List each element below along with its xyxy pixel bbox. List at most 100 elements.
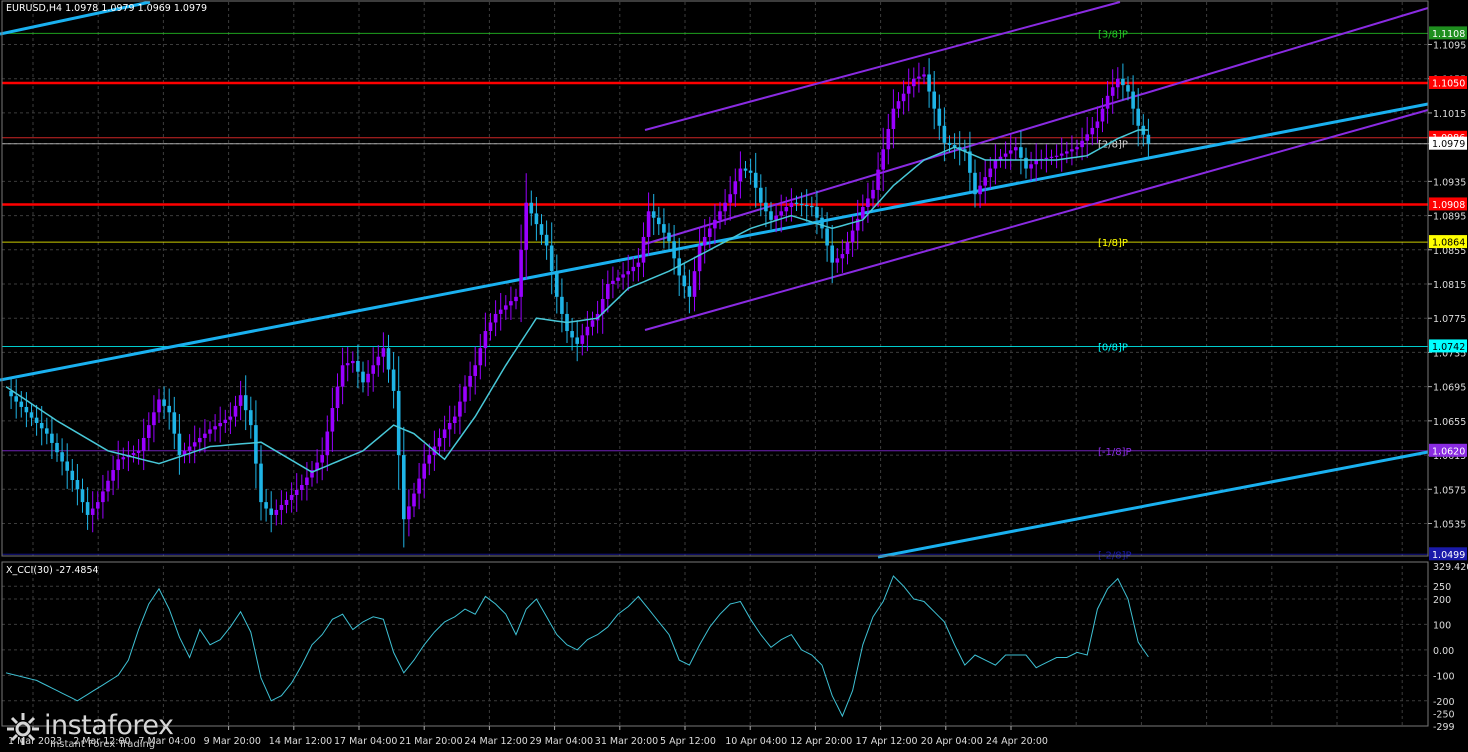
- candle-bull: [213, 426, 217, 430]
- candle-bull: [473, 365, 477, 376]
- candle-bear: [50, 433, 54, 443]
- y-tick-label: 1.1015: [1433, 109, 1466, 120]
- candle-bear: [667, 232, 671, 242]
- y-tick-label: 1.0775: [1433, 314, 1466, 325]
- candle-bear: [539, 224, 544, 235]
- candle-bull: [1100, 108, 1105, 122]
- x-tick-label: 17 Apr 12:00: [856, 736, 918, 747]
- candle-bull: [427, 455, 432, 464]
- candle-bear: [80, 489, 85, 503]
- cci-tick-label: 0.00: [1433, 646, 1454, 657]
- candle-bull: [871, 189, 875, 199]
- candle-bear: [815, 207, 819, 218]
- channel-line-upper: [644, 1, 1121, 131]
- symbol-title: EURUSD,H4 1.0978 1.0979 1.0969 1.0979: [6, 3, 208, 14]
- candle-bull: [988, 168, 993, 178]
- level-badge-label: 1.0864: [1432, 238, 1465, 249]
- cci-tick-label: 250: [1433, 582, 1451, 593]
- level-badge: [1429, 26, 1467, 40]
- candle-bull: [208, 429, 212, 434]
- candle-bear: [45, 428, 49, 434]
- y-tick-label: 1.0935: [1433, 177, 1466, 188]
- logo-name: instaforex: [44, 710, 174, 741]
- candle-bear: [937, 108, 942, 126]
- candle-bull: [131, 452, 136, 456]
- x-tick-label: 1 Mar 2023: [8, 736, 62, 747]
- candle-bear: [249, 410, 253, 426]
- candle-bull: [1090, 127, 1095, 135]
- candle-bull: [1110, 87, 1115, 96]
- candle-bear: [687, 286, 692, 297]
- candle-bear: [14, 396, 18, 402]
- candle-bear: [973, 172, 977, 195]
- level-label: [-1/8]P: [1098, 447, 1132, 458]
- candle-bull: [463, 386, 467, 402]
- x-tick-label: 29 Mar 04:00: [530, 736, 593, 747]
- candle-bull: [1095, 121, 1100, 128]
- candle-bear: [9, 390, 13, 397]
- candle-bear: [386, 348, 391, 370]
- candle-bull: [585, 326, 590, 336]
- candle-bear: [794, 202, 799, 204]
- candle-bull: [447, 422, 452, 430]
- candle-bull: [371, 365, 375, 374]
- candle-bear: [927, 74, 931, 92]
- candle-bull: [203, 433, 207, 438]
- candle-bull: [1014, 147, 1018, 151]
- y-tick-label: 1.0655: [1433, 417, 1466, 428]
- candle-bear: [177, 433, 182, 456]
- cci-panel-frame: [1, 561, 1429, 727]
- candle-bear: [570, 331, 574, 338]
- candle-bull: [192, 442, 197, 447]
- candle-bear: [60, 452, 64, 462]
- candle-bear: [1136, 108, 1140, 126]
- ma-line: [5, 129, 1149, 474]
- candle-bull: [600, 298, 605, 314]
- candle-bull: [896, 101, 901, 109]
- candle-bull: [366, 373, 370, 383]
- candle-bull: [300, 485, 304, 490]
- candle-bull: [325, 431, 330, 456]
- candle-bull: [524, 202, 528, 250]
- candle-bull: [1054, 155, 1059, 157]
- candle-bull: [96, 502, 100, 509]
- level-badge-label: 1.0908: [1432, 200, 1465, 211]
- candle-bull: [917, 76, 921, 79]
- y-tick-label: 1.1095: [1433, 41, 1466, 52]
- candle-bear: [39, 422, 44, 429]
- candle-bull: [1029, 164, 1033, 169]
- candle-bear: [1146, 134, 1151, 144]
- candle-bear: [820, 217, 824, 229]
- candle-bull: [845, 242, 850, 255]
- candle-bear: [1121, 78, 1125, 86]
- candle-bull: [774, 215, 778, 220]
- candle-bear: [799, 203, 804, 206]
- candle-bear: [1024, 157, 1028, 169]
- candle-bull: [493, 313, 498, 323]
- candle-bull: [702, 236, 707, 246]
- grid: [2, 2, 1428, 726]
- level-badge: [1429, 75, 1467, 89]
- candle-bear: [942, 125, 947, 143]
- level-badge: [1429, 235, 1467, 249]
- level-badge: [1429, 197, 1467, 211]
- candle-bull: [1059, 153, 1064, 156]
- candle-bear: [662, 224, 666, 233]
- candle-bear: [264, 502, 268, 509]
- candle-bear: [769, 211, 773, 220]
- candle-bull: [417, 478, 421, 494]
- candle-bear: [1131, 91, 1135, 109]
- candle-bull: [458, 401, 462, 417]
- candle-bear: [1019, 147, 1023, 158]
- candle-bear: [391, 369, 396, 391]
- channel-line-lower: [644, 109, 1429, 331]
- y-tick-label: 1.0735: [1433, 348, 1466, 359]
- instaforex-logo-icon: [7, 713, 39, 745]
- candle-bear: [361, 371, 365, 383]
- cci-tick-label: -250: [1433, 710, 1455, 721]
- candle-bull: [1116, 78, 1120, 88]
- candle-bear: [172, 412, 177, 434]
- candle-bear: [804, 204, 809, 207]
- candle-bear: [534, 213, 539, 225]
- candle-bull: [157, 399, 161, 413]
